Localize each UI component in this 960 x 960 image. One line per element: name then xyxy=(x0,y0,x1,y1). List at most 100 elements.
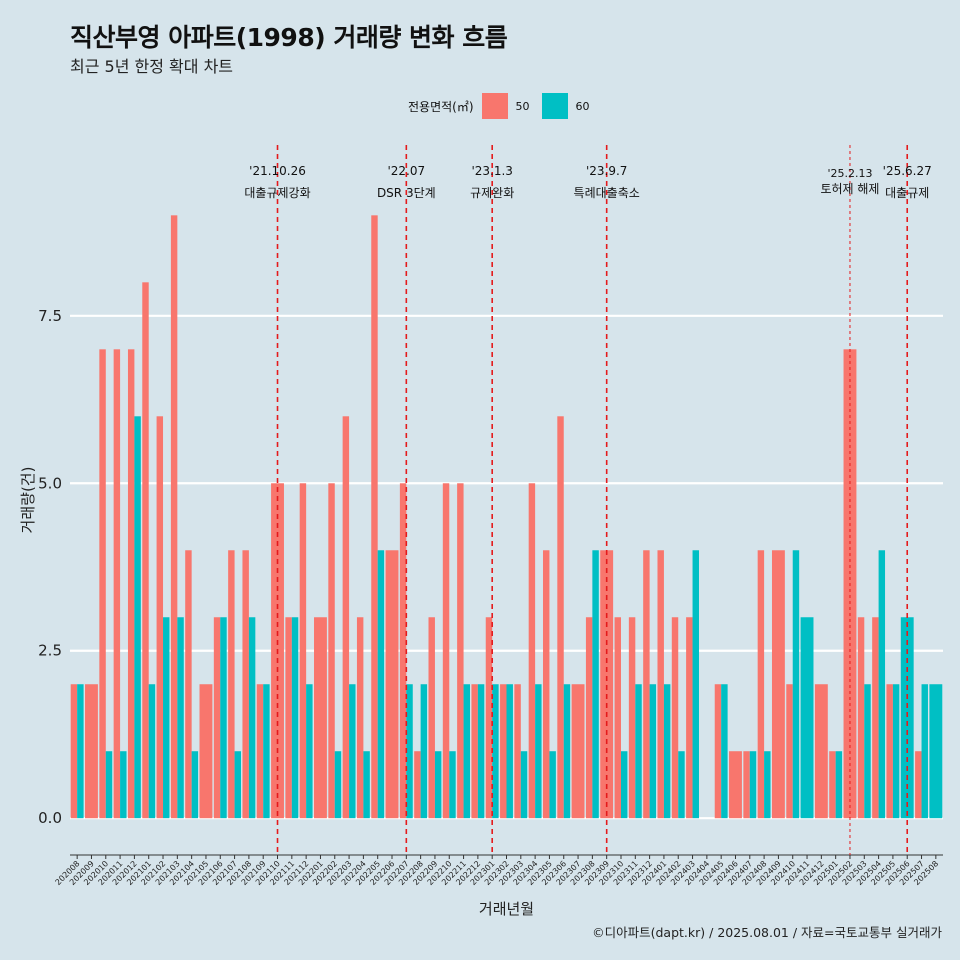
event-date: '23.9.7 xyxy=(586,164,627,178)
bar-60-202410 xyxy=(792,550,800,819)
bar-50-202501 xyxy=(829,751,836,819)
bar-60-202202 xyxy=(334,751,342,819)
event-date: '25.6.27 xyxy=(883,164,932,178)
bar-50-202203 xyxy=(342,416,350,819)
bar-50-202105 xyxy=(199,684,213,819)
bar-50-202312 xyxy=(643,550,650,819)
bar-50-202102 xyxy=(156,416,164,819)
bar-60-202405 xyxy=(721,684,728,819)
bar-60-202207 xyxy=(406,684,413,819)
y-tick-label: 5.0 xyxy=(38,474,62,492)
event-date: '21.10.26 xyxy=(249,164,306,178)
bar-50-202503 xyxy=(857,617,865,819)
y-axis-title: 거래량(건) xyxy=(19,467,37,534)
bar-50-202405 xyxy=(714,684,722,819)
bar-60-202401 xyxy=(663,684,671,819)
bar-60-202302 xyxy=(506,684,513,819)
bar-60-202304 xyxy=(535,684,542,819)
bar-60-202303 xyxy=(520,751,528,819)
bar-60-202208 xyxy=(420,684,428,819)
bar-60-202106 xyxy=(220,617,227,819)
bar-60-202411 xyxy=(800,617,814,819)
event-label: 대출규제강화 xyxy=(244,186,310,200)
legend-label-60: 60 xyxy=(575,99,590,113)
bar-60-202012 xyxy=(134,416,141,819)
bar-50-202208 xyxy=(414,751,421,819)
bar-60-202312 xyxy=(649,684,657,819)
bar-50-202109 xyxy=(256,684,264,819)
bar-60-202301 xyxy=(492,684,499,819)
bar-50-202104 xyxy=(185,550,192,819)
bar-60-202108 xyxy=(248,617,256,819)
bar-60-202501 xyxy=(835,751,843,819)
bar-50-202009 xyxy=(85,684,98,819)
bar-50-202308 xyxy=(585,617,593,819)
bar-50-202101 xyxy=(142,282,149,819)
bar-50-202505 xyxy=(886,684,893,819)
bar-50-202310 xyxy=(614,617,621,819)
bar-50-202011 xyxy=(113,349,121,819)
bar-60-202010 xyxy=(105,751,113,819)
chart-title: 직산부영 아파트(1998) 거래량 변화 흐름 xyxy=(70,23,508,52)
bar-60-202403 xyxy=(692,550,699,819)
bar-60-202408 xyxy=(764,751,771,819)
bar-50-202201 xyxy=(314,617,327,819)
bar-60-202209 xyxy=(434,751,442,819)
bar-60-202212 xyxy=(477,684,485,819)
bar-50-202406 xyxy=(729,751,742,819)
bar-50-202401 xyxy=(657,550,664,819)
bar-50-202304 xyxy=(528,483,536,819)
bar-50-202305 xyxy=(542,550,550,819)
event-date: '23.1.3 xyxy=(471,164,512,178)
bar-60-202203 xyxy=(349,684,356,819)
bar-60-202311 xyxy=(635,684,642,819)
bar-50-202507 xyxy=(915,751,922,819)
bar-60-202103 xyxy=(177,617,184,819)
event-date: '25.2.13 xyxy=(827,167,872,180)
x-axis-title: 거래년월 xyxy=(479,900,534,918)
event-label: 대출규제 xyxy=(885,186,929,200)
bar-60-202506 xyxy=(900,617,914,819)
y-tick-label: 7.5 xyxy=(38,307,62,325)
bar-50-202311 xyxy=(628,617,636,819)
event-date: '22.07 xyxy=(387,164,425,178)
bar-50-202207 xyxy=(399,483,407,819)
bar-50-202407 xyxy=(743,751,750,819)
bar-60-202104 xyxy=(191,751,199,819)
bar-50-202008 xyxy=(70,684,78,819)
bar-50-202209 xyxy=(428,617,435,819)
bar-50-202408 xyxy=(757,550,765,819)
bar-60-202402 xyxy=(678,751,685,819)
bar-60-202507 xyxy=(921,684,928,819)
bar-50-202212 xyxy=(471,684,478,819)
event-label: DSR 3단계 xyxy=(377,186,436,200)
bar-60-202503 xyxy=(864,684,871,819)
bar-50-202205 xyxy=(371,215,378,819)
bar-60-202211 xyxy=(463,684,471,819)
bar-60-202210 xyxy=(449,751,456,819)
bar-60-202112 xyxy=(306,684,313,819)
bar-50-202106 xyxy=(213,617,221,819)
bar-50-202206 xyxy=(385,550,399,819)
bar-60-202204 xyxy=(363,751,370,819)
bar-60-202107 xyxy=(234,751,242,819)
bar-60-202305 xyxy=(549,751,556,819)
bar-60-202310 xyxy=(620,751,628,819)
legend-key-50 xyxy=(481,93,508,119)
bar-50-202301 xyxy=(485,617,493,819)
y-tick-label: 0.0 xyxy=(38,809,62,827)
bar-60-202508 xyxy=(929,684,943,819)
bar-60-202011 xyxy=(120,751,127,819)
legend-label-50: 50 xyxy=(515,99,530,113)
bar-50-202111 xyxy=(285,617,292,819)
bar-50-202309 xyxy=(600,550,614,819)
event-label: 특례대출축소 xyxy=(574,186,640,200)
legend: 전용면적(㎡) 50 60 xyxy=(408,93,602,119)
bar-50-202403 xyxy=(686,617,693,819)
caption: ©디아파트(dapt.kr) / 2025.08.01 / 자료=국토교통부 실… xyxy=(592,925,942,940)
bar-60-202504 xyxy=(878,550,886,819)
bar-50-202410 xyxy=(786,684,793,819)
bar-60-202505 xyxy=(892,684,900,819)
event-label: 규제완화 xyxy=(470,186,514,200)
